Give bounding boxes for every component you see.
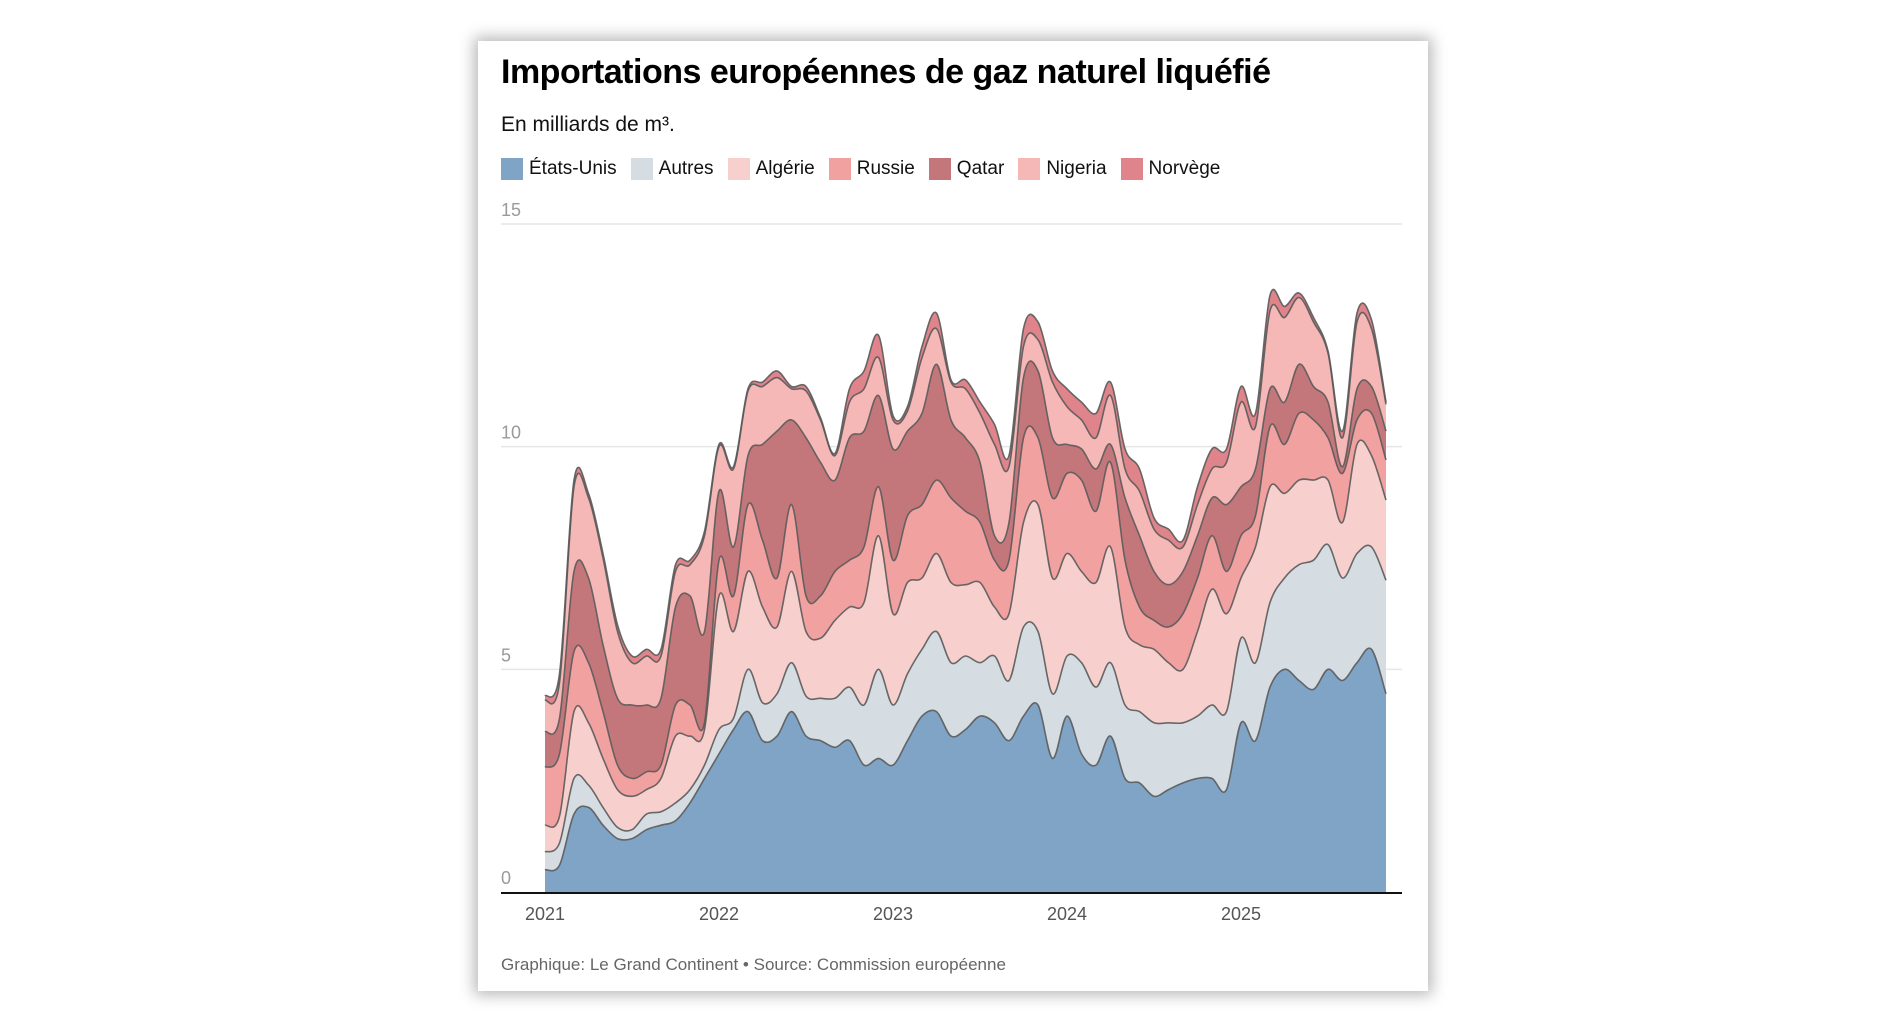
legend-label: Autres xyxy=(658,158,714,179)
legend-swatch xyxy=(1018,158,1041,180)
area-qatar xyxy=(545,361,1386,779)
area-russie xyxy=(545,409,1386,828)
legend-item: Qatar xyxy=(928,158,1005,180)
legend-swatch xyxy=(928,158,951,180)
source-footer: Graphique: Le Grand Continent • Source: … xyxy=(501,955,1006,974)
legend-item: Norvège xyxy=(1120,158,1221,180)
legend-swatch xyxy=(727,158,750,180)
line-nigeria xyxy=(544,296,1387,705)
legend-item: Nigeria xyxy=(1018,158,1107,180)
legend-label: Nigeria xyxy=(1046,158,1107,179)
legend-label: Norvège xyxy=(1148,158,1221,179)
legend-item: Autres xyxy=(630,158,714,180)
area-etats-unis xyxy=(545,648,1386,892)
x-tick-label: 2022 xyxy=(699,904,739,924)
y-tick-label: 10 xyxy=(501,423,521,443)
x-tick-label: 2024 xyxy=(1047,904,1087,924)
legend-swatch xyxy=(1120,158,1143,180)
legend-swatch xyxy=(828,158,851,180)
x-tick-label: 2025 xyxy=(1221,904,1261,924)
area-autres xyxy=(545,544,1386,871)
legend-swatch xyxy=(630,158,653,180)
y-tick-label: 5 xyxy=(501,645,511,665)
line-algerie xyxy=(544,439,1387,829)
legend-label: Qatar xyxy=(956,158,1005,179)
legend-label: États-Unis xyxy=(529,158,617,179)
area-nigeria xyxy=(545,297,1386,735)
line-russie xyxy=(544,409,1387,780)
chart-card: Importations européennes de gaz naturel … xyxy=(478,41,1428,991)
legend-item: Algérie xyxy=(727,158,815,180)
chart-subtitle: En milliards de m³. xyxy=(501,113,675,136)
line-norvege xyxy=(544,288,1387,698)
chart-title: Importations européennes de gaz naturel … xyxy=(501,53,1271,91)
line-qatar xyxy=(544,360,1387,735)
stacked-area-chart: 0 5 10 15 2021 2022 2023 2024 2025 xyxy=(501,200,1402,924)
line-autres xyxy=(544,543,1387,853)
legend: États-Unis Autres Algérie Russie Qatar Nigeri… xyxy=(501,158,1220,180)
legend-item: Russie xyxy=(828,158,915,180)
legend-item: États-Unis xyxy=(501,158,617,180)
y-tick-label: 15 xyxy=(501,200,521,220)
line-etats-unis xyxy=(544,647,1387,872)
legend-swatch xyxy=(501,158,523,180)
x-tick-label: 2021 xyxy=(525,904,565,924)
y-tick-label: 0 xyxy=(501,868,511,888)
x-tick-label: 2023 xyxy=(873,904,913,924)
legend-label: Algérie xyxy=(755,158,815,179)
area-algerie xyxy=(545,440,1386,852)
legend-label: Russie xyxy=(856,158,915,179)
